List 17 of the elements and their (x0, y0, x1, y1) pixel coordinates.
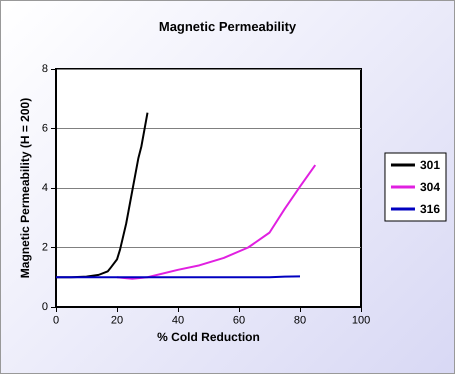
legend-label: 301 (420, 158, 440, 172)
legend-label: 316 (420, 202, 440, 216)
x-tick-label: 80 (294, 314, 306, 326)
x-tick-label: 0 (52, 314, 60, 326)
chart-title: Magnetic Permeability (158, 19, 297, 34)
x-axis-title: % Cold Reduction (157, 330, 260, 344)
x-tick-label: 60 (232, 314, 246, 326)
x-tick-label: 100 (352, 314, 370, 326)
y-tick-label: 4 (42, 182, 48, 194)
x-tick-label: 40 (172, 314, 184, 326)
y-tick-label: 6 (42, 122, 48, 134)
y-tick-label: 8 (42, 63, 48, 75)
y-tick-label: 0 (42, 301, 48, 313)
y-tick-label: 2 (42, 242, 48, 254)
y-axis-title: Magnetic Permeability (H = 200) (18, 98, 32, 278)
legend-label: 304 (420, 180, 440, 194)
x-tick-label: 20 (110, 314, 124, 326)
